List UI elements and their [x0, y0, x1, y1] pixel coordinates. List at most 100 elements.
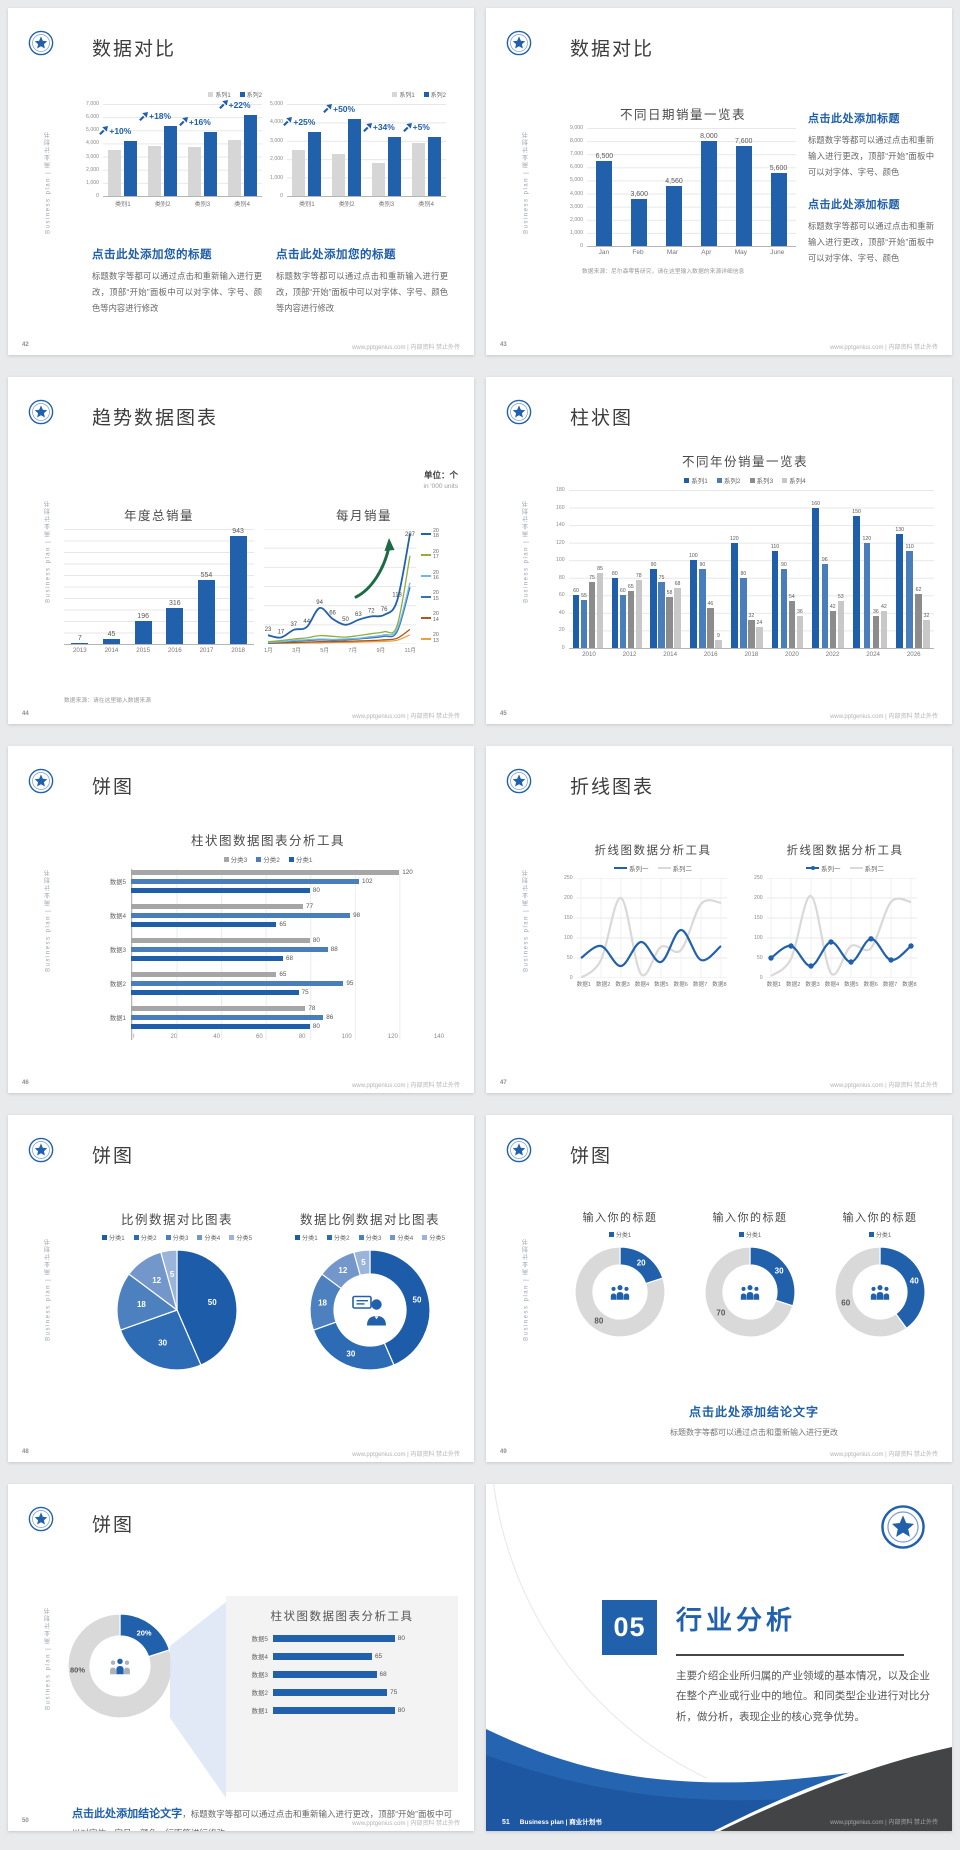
- slide-48[interactable]: Business plan | 商业计划书 饼图 比例数据对比图表 分类1 分类2 分…: [8, 1115, 474, 1462]
- legend-label: 分类1: [301, 1235, 318, 1242]
- slide-49[interactable]: Business plan | 商业计划书 饼图 输入你的标题 分类1 20 80 输…: [486, 1115, 952, 1462]
- x-tick-label: 2015: [136, 647, 151, 654]
- legend-swatch: [782, 477, 788, 483]
- slide-47[interactable]: Business plan | 商业计划书 折线图表 折线图数据分析工具 系列一系…: [486, 746, 952, 1093]
- bar-value: 80: [611, 570, 618, 577]
- bar-value: 42: [880, 604, 887, 611]
- legend-item: 系列一: [614, 863, 649, 873]
- bar: [131, 955, 284, 962]
- bar-value: 554: [200, 572, 213, 580]
- text-block: 点击此处添加标题 标题数字等都可以通过点击和重新输入进行更改，顶部“开始”面板中…: [808, 110, 934, 181]
- x-tick-label: 2016: [167, 647, 182, 654]
- category-label: 数据2: [109, 981, 126, 988]
- legend-item: 分类1: [738, 1230, 761, 1239]
- line-chart-left: 折线图数据分析工具 系列一 系列二 250 200 150 100 50 0 数据1 数据2 数据3 数…: [564, 842, 742, 988]
- logo-icon: [28, 399, 54, 425]
- up-arrow-icon: [139, 111, 149, 121]
- bar-group: 80 60 65 78: [611, 570, 643, 648]
- x-tick-label: 2016: [703, 651, 718, 658]
- legend-label: 系列3: [756, 478, 774, 485]
- legend-item: 分类5: [229, 1233, 252, 1242]
- bar: [740, 577, 747, 648]
- donut-chart-3: 输入你的标题 分类1 40 60: [820, 1209, 940, 1340]
- chart-title: 输入你的标题: [712, 1212, 788, 1224]
- legend-swatch: [421, 616, 431, 619]
- bar-chart-right: 系列1 系列2 5,000 4,000 3,000 2,000 1,000 0 +25% +50%…: [270, 90, 446, 208]
- bar-value: 9: [716, 633, 720, 640]
- legend-label: 分类2: [140, 1235, 157, 1242]
- plot-area: 60 55 75 85 80 60 65 78 90 75 58 68 100 90 46 9 120 80 32 2…: [568, 490, 934, 649]
- chart-legend: 系列1 系列2 系列3 系列4: [556, 475, 934, 485]
- bar-group: 7: [71, 635, 89, 644]
- bar-group: 120 80 32 24: [730, 536, 763, 648]
- bar: [872, 616, 880, 648]
- bar-value: 150: [852, 509, 861, 516]
- bar-value: 60: [619, 588, 626, 595]
- series-line: [267, 628, 411, 644]
- bar-chart: 不同日期销量一览表 9,000 8,000 7,000 6,000 5,000 4,000 3…: [570, 104, 796, 256]
- section-number: 05: [602, 1600, 657, 1655]
- slide-45[interactable]: Business plan | 商业计划书 柱状图 不同年份销量一览表 系列1 系列…: [486, 377, 952, 724]
- x-tick-label: 2010: [582, 651, 596, 658]
- category-label: 数据5: [251, 1636, 268, 1643]
- slide-46[interactable]: Business plan | 商业计划书 饼图 柱状图数据图表分析工具 分类3 分…: [8, 746, 474, 1093]
- slice-label: 12: [338, 1266, 347, 1275]
- slice-label: 30: [775, 1266, 784, 1275]
- legend-year: 20 15: [433, 590, 439, 602]
- legend-label: 分类1: [615, 1233, 632, 1239]
- bar: [770, 172, 787, 246]
- bar: [756, 626, 763, 648]
- x-tick-label: 类别4: [234, 201, 251, 208]
- slice-label: 50: [208, 1298, 217, 1307]
- slice-label: 60: [841, 1299, 850, 1308]
- x-tick-label: 2014: [663, 651, 678, 658]
- bar-group: 60 55 75 85: [572, 566, 604, 648]
- pie-slice: [176, 1249, 238, 1366]
- bar-value: 75: [301, 989, 309, 996]
- bar: [699, 569, 706, 648]
- legend-swatch: [421, 595, 431, 598]
- bar-group: 7,600: [735, 138, 752, 246]
- legend-item: 系列1: [684, 475, 708, 485]
- growth-value: +50%: [333, 103, 356, 114]
- slide-44[interactable]: Business plan | 商业计划书 趋势数据图表 单位：个 in '00…: [8, 377, 474, 724]
- bar-group: +18%: [139, 111, 178, 196]
- bar-group: +5%: [402, 122, 441, 196]
- slide-51[interactable]: 05 行业分析 主要介绍企业所归属的产业领域的基本情况，以及企业在整个产业或行业…: [486, 1484, 952, 1831]
- legend-swatch: [738, 1232, 744, 1237]
- conclusion-body: 标题数字等都可以通过点击和重新输入进行更改: [670, 1428, 838, 1437]
- slice-label: 50: [413, 1296, 422, 1305]
- slice-label: 18: [137, 1300, 146, 1309]
- legend-swatch: [165, 1235, 171, 1240]
- x-tick-label: 类别2: [154, 201, 171, 208]
- legend-label: 系列2: [723, 478, 741, 485]
- text-block: 点击此处添加标题 标题数字等都可以通过点击和重新输入进行更改，顶部“开始”面板中…: [808, 196, 934, 267]
- series-line: [267, 582, 411, 644]
- footer-brand: Business plan | 商业计划书: [519, 1819, 602, 1826]
- bar: [102, 638, 120, 644]
- bar-value: 120: [862, 535, 872, 542]
- logo-icon: [506, 399, 532, 425]
- conclusion-body: ，标题数字等都可以通过点击和重新输入进行更改，顶部“开始”面板中可以对字体、字号…: [72, 1809, 452, 1831]
- slide-footer: 51 Business plan | 商业计划书: [502, 1816, 602, 1826]
- x-tick-label: 11月: [404, 648, 416, 654]
- legend-swatch: [390, 1235, 396, 1240]
- chart-legend: 系列一 系列二: [564, 863, 742, 873]
- slide-43[interactable]: Business plan | 商业计划书 数据对比 不同日期销量一览表 9,00…: [486, 8, 952, 355]
- bar: [131, 887, 310, 894]
- plot-area: 6,500 3,600 4,560 8,000 7,600 5,600: [586, 128, 796, 247]
- svg-text:66: 66: [329, 611, 336, 617]
- legend-swatch: [421, 554, 431, 557]
- plot-area: +10% +18% +16% +22%: [99, 100, 262, 197]
- growth-value: +22%: [228, 99, 251, 110]
- bar-group: 160 96 42 53: [811, 501, 845, 648]
- bar-group: 130 110 62 32: [895, 527, 930, 648]
- slide-50[interactable]: Business plan | 商业计划书 饼图 20% 80% 柱状图数据图表分…: [8, 1484, 474, 1831]
- bar-value: 98: [353, 912, 361, 919]
- bar-group: 943: [229, 528, 247, 644]
- people-icon: [607, 1284, 633, 1301]
- slide-42[interactable]: Business plan | 商业计划书 数据对比 系列1 系列2 7,000 6,…: [8, 8, 474, 355]
- legend-swatch: [239, 92, 245, 97]
- bar: [627, 590, 635, 648]
- category-label: 数据4: [251, 1654, 268, 1661]
